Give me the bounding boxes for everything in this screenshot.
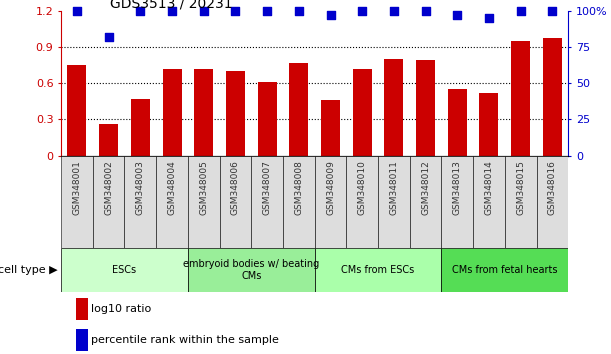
Text: GSM348015: GSM348015 — [516, 160, 525, 215]
Text: GSM348014: GSM348014 — [485, 160, 494, 215]
Bar — [346, 156, 378, 248]
Bar — [378, 156, 410, 248]
Point — [294, 8, 304, 13]
Bar — [480, 93, 499, 156]
Bar — [251, 156, 283, 248]
Text: GSM348003: GSM348003 — [136, 160, 145, 215]
Point — [357, 8, 367, 13]
Text: GSM348007: GSM348007 — [263, 160, 272, 215]
FancyBboxPatch shape — [188, 248, 315, 292]
Bar — [505, 156, 536, 248]
Text: ESCs: ESCs — [112, 265, 136, 275]
Bar — [448, 89, 467, 156]
Bar — [156, 156, 188, 248]
Text: GSM348009: GSM348009 — [326, 160, 335, 215]
Bar — [416, 60, 435, 156]
Text: GSM348016: GSM348016 — [548, 160, 557, 215]
Point — [167, 8, 177, 13]
Bar — [290, 63, 309, 156]
Point — [452, 12, 462, 18]
Point — [262, 8, 272, 13]
Bar — [511, 41, 530, 156]
Bar — [131, 99, 150, 156]
Bar — [76, 329, 89, 351]
Point — [326, 12, 335, 18]
Point — [421, 8, 431, 13]
Bar — [315, 156, 346, 248]
Bar — [384, 59, 403, 156]
Bar — [410, 156, 441, 248]
Point — [516, 8, 525, 13]
Bar — [194, 69, 213, 156]
Text: GSM348008: GSM348008 — [295, 160, 303, 215]
Text: embryoid bodies w/ beating
CMs: embryoid bodies w/ beating CMs — [183, 259, 320, 281]
Bar — [536, 156, 568, 248]
Bar — [76, 298, 89, 320]
Point — [230, 8, 240, 13]
Point — [199, 8, 208, 13]
Text: GSM348002: GSM348002 — [104, 160, 113, 215]
FancyBboxPatch shape — [315, 248, 441, 292]
FancyBboxPatch shape — [441, 248, 568, 292]
Text: GSM348001: GSM348001 — [73, 160, 81, 215]
Text: GSM348013: GSM348013 — [453, 160, 462, 215]
Text: GSM348012: GSM348012 — [421, 160, 430, 215]
Bar — [258, 82, 277, 156]
Point — [72, 8, 82, 13]
Point — [484, 15, 494, 21]
Text: GSM348006: GSM348006 — [231, 160, 240, 215]
Bar — [441, 156, 473, 248]
Bar — [283, 156, 315, 248]
Bar — [321, 100, 340, 156]
Bar — [188, 156, 219, 248]
Point — [104, 34, 114, 40]
FancyBboxPatch shape — [61, 248, 188, 292]
Text: log10 ratio: log10 ratio — [90, 304, 151, 314]
Text: GSM348011: GSM348011 — [389, 160, 398, 215]
Text: cell type ▶: cell type ▶ — [0, 265, 58, 275]
Text: GSM348010: GSM348010 — [357, 160, 367, 215]
Bar — [473, 156, 505, 248]
Text: percentile rank within the sample: percentile rank within the sample — [90, 335, 279, 346]
Bar — [125, 156, 156, 248]
Text: GSM348005: GSM348005 — [199, 160, 208, 215]
Text: GSM348004: GSM348004 — [167, 160, 177, 215]
Bar — [543, 39, 562, 156]
Text: GDS3513 / 20231: GDS3513 / 20231 — [110, 0, 233, 11]
Bar — [61, 156, 93, 248]
Point — [547, 8, 557, 13]
Bar — [353, 69, 371, 156]
Bar — [99, 124, 118, 156]
Bar — [163, 69, 181, 156]
Bar — [226, 71, 245, 156]
Bar — [67, 65, 87, 156]
Bar — [219, 156, 251, 248]
Text: CMs from fetal hearts: CMs from fetal hearts — [452, 265, 558, 275]
Point — [136, 8, 145, 13]
Text: CMs from ESCs: CMs from ESCs — [342, 265, 415, 275]
Bar — [93, 156, 125, 248]
Point — [389, 8, 399, 13]
